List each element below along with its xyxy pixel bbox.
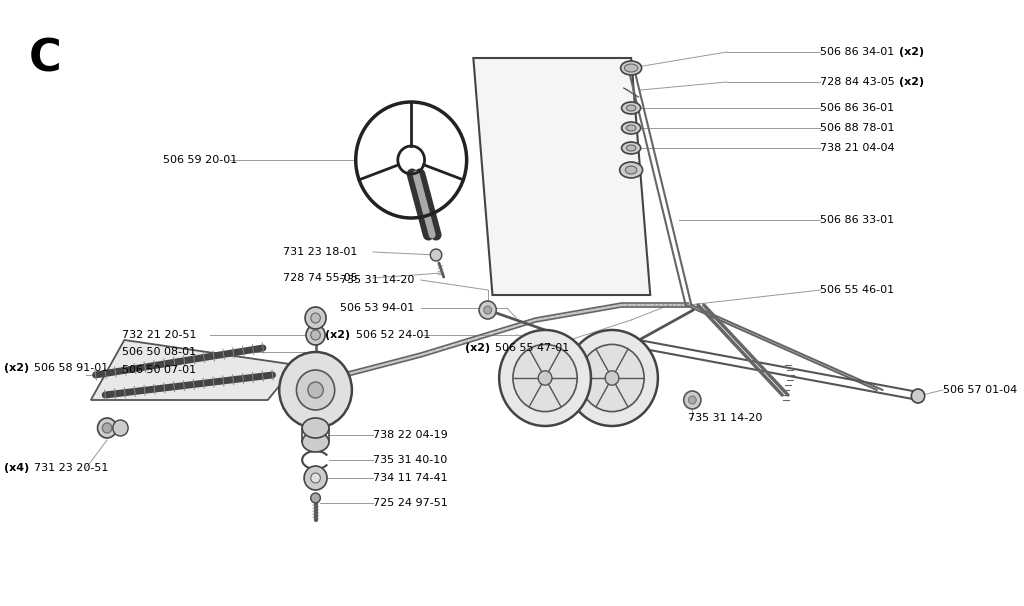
Text: 731 23 20-51: 731 23 20-51 — [35, 463, 109, 473]
Text: 506 50 08-01: 506 50 08-01 — [123, 347, 197, 357]
Circle shape — [684, 391, 701, 409]
Circle shape — [304, 466, 327, 490]
Text: 738 21 04-04: 738 21 04-04 — [820, 143, 895, 153]
Circle shape — [308, 382, 324, 398]
Ellipse shape — [622, 122, 641, 134]
Circle shape — [484, 306, 492, 314]
Circle shape — [499, 330, 591, 426]
Text: 735 31 14-20: 735 31 14-20 — [340, 275, 415, 285]
Ellipse shape — [625, 64, 638, 72]
Text: 506 86 33-01: 506 86 33-01 — [820, 215, 895, 225]
Text: 731 23 18-01: 731 23 18-01 — [283, 247, 357, 257]
Ellipse shape — [627, 145, 636, 151]
Circle shape — [305, 307, 326, 329]
Text: (x2): (x2) — [899, 77, 924, 87]
Text: (x2): (x2) — [465, 343, 494, 353]
Text: 728 84 43-05: 728 84 43-05 — [820, 77, 899, 87]
Text: 506 86 34-01: 506 86 34-01 — [820, 47, 898, 57]
Circle shape — [430, 249, 441, 261]
Circle shape — [102, 423, 112, 433]
Text: 506 88 78-01: 506 88 78-01 — [820, 123, 895, 133]
Circle shape — [688, 396, 696, 404]
Circle shape — [296, 370, 335, 410]
Text: 506 59 20-01: 506 59 20-01 — [163, 155, 237, 165]
Text: 506 50 07-01: 506 50 07-01 — [123, 365, 197, 375]
Circle shape — [566, 330, 657, 426]
Text: 506 55 46-01: 506 55 46-01 — [820, 285, 895, 295]
Text: (x2): (x2) — [326, 330, 354, 340]
Text: 728 74 55-05: 728 74 55-05 — [283, 273, 357, 283]
Text: 506 52 24-01: 506 52 24-01 — [355, 330, 430, 340]
Text: (x4): (x4) — [4, 463, 33, 473]
Circle shape — [539, 371, 552, 385]
Text: 732 21 20-51: 732 21 20-51 — [123, 330, 197, 340]
Polygon shape — [91, 340, 296, 400]
Text: 506 58 91-01: 506 58 91-01 — [35, 363, 109, 373]
Circle shape — [605, 371, 618, 385]
Text: 725 24 97-51: 725 24 97-51 — [373, 498, 447, 508]
Text: (x2): (x2) — [899, 47, 924, 57]
Ellipse shape — [627, 125, 636, 131]
Ellipse shape — [302, 432, 329, 452]
Ellipse shape — [621, 61, 642, 75]
Ellipse shape — [627, 105, 636, 111]
Text: 735 31 14-20: 735 31 14-20 — [688, 413, 763, 423]
Circle shape — [306, 325, 326, 345]
Text: 506 57 01-04: 506 57 01-04 — [943, 385, 1017, 395]
Circle shape — [310, 330, 321, 340]
Polygon shape — [473, 58, 650, 295]
Text: 738 22 04-19: 738 22 04-19 — [373, 430, 447, 440]
Text: (x2): (x2) — [4, 363, 33, 373]
Circle shape — [911, 389, 925, 403]
Circle shape — [113, 420, 128, 436]
Ellipse shape — [302, 418, 329, 438]
Circle shape — [479, 301, 497, 319]
Text: 506 53 94-01: 506 53 94-01 — [340, 303, 415, 313]
Text: 506 55 47-01: 506 55 47-01 — [496, 343, 569, 353]
Circle shape — [97, 418, 117, 438]
Ellipse shape — [622, 102, 641, 114]
Circle shape — [310, 473, 321, 483]
Circle shape — [280, 352, 352, 428]
Circle shape — [310, 493, 321, 503]
Text: 735 31 40-10: 735 31 40-10 — [373, 455, 447, 465]
Ellipse shape — [622, 142, 641, 154]
Ellipse shape — [626, 166, 637, 174]
Text: 734 11 74-41: 734 11 74-41 — [373, 473, 447, 483]
Circle shape — [513, 344, 578, 411]
Text: 506 86 36-01: 506 86 36-01 — [820, 103, 895, 113]
Circle shape — [580, 344, 644, 411]
Circle shape — [310, 313, 321, 323]
Text: C: C — [29, 38, 61, 81]
Ellipse shape — [620, 162, 643, 178]
